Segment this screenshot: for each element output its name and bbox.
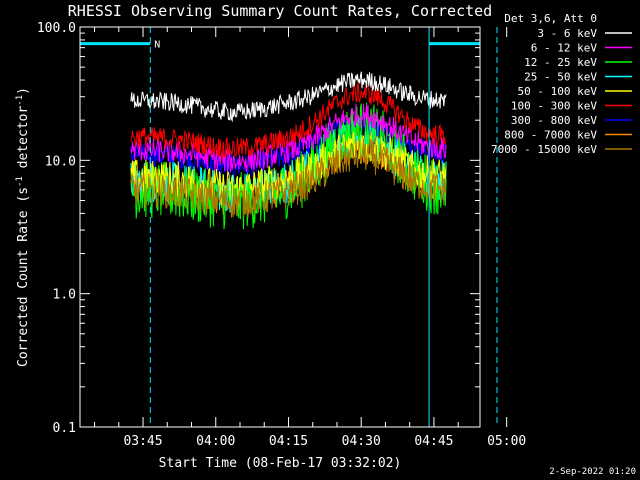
legend-entry-label: 12 - 25 keV (524, 56, 597, 69)
x-tick-label: 04:30 (342, 434, 381, 449)
footer-date: 2-Sep-2022 01:20 (549, 467, 636, 477)
night-marker-label: N (154, 40, 160, 51)
legend-entry-label: 300 - 800 keV (511, 114, 597, 127)
series-line (130, 71, 447, 123)
y-tick-label: 100.0 (37, 21, 76, 36)
x-tick-label: 04:00 (196, 434, 235, 449)
x-tick-label: 04:45 (414, 434, 453, 449)
x-tick-label: 05:00 (487, 434, 526, 449)
y-axis-label: Corrected Count Rate (s-1 detector-1) (15, 87, 31, 367)
x-tick-label: 04:15 (269, 434, 308, 449)
y-tick-label: 1.0 (53, 288, 76, 303)
series-line (130, 82, 447, 160)
legend-title: Det 3,6, Att 0 (504, 12, 597, 25)
legend-entry-label: 50 - 100 keV (518, 85, 598, 98)
series-line (130, 131, 447, 206)
legend-entry-label: 3 - 6 keV (537, 27, 597, 40)
series-line (130, 138, 447, 218)
x-axis: 03:45 04:00 04:15 04:30 04:45 05:00 (94, 27, 526, 449)
y-axis-label-exp1: -1 (15, 176, 25, 187)
plot-frame (79, 26, 481, 428)
legend-entry-label: 7000 - 15000 keV (491, 143, 597, 156)
legend-entry-label: 25 - 50 keV (524, 71, 597, 84)
y-axis-label-suffix: ) (16, 87, 31, 95)
y-axis-label-prefix: Corrected Count Rate (s (16, 187, 31, 367)
y-tick-label: 10.0 (45, 154, 76, 169)
series-line (130, 103, 447, 173)
series-layer (130, 71, 447, 230)
legend-entry-label: 100 - 300 keV (511, 100, 597, 113)
x-axis-label: Start Time (08-Feb-17 03:32:02) (159, 456, 402, 471)
legend-entry-label: 6 - 12 keV (531, 42, 598, 55)
y-axis-label-exp2: -1 (15, 95, 25, 106)
chart-title: RHESSI Observing Summary Count Rates, Co… (68, 2, 492, 20)
x-tick-label: 03:45 (123, 434, 162, 449)
y-axis-label-mid: detector (16, 106, 31, 177)
y-tick-label: 0.1 (53, 421, 76, 436)
legend-entry-label: 800 - 7000 keV (504, 129, 597, 142)
series-line (130, 113, 447, 178)
y-axis: 0.1 1.0 10.0 100.0 (37, 21, 480, 436)
